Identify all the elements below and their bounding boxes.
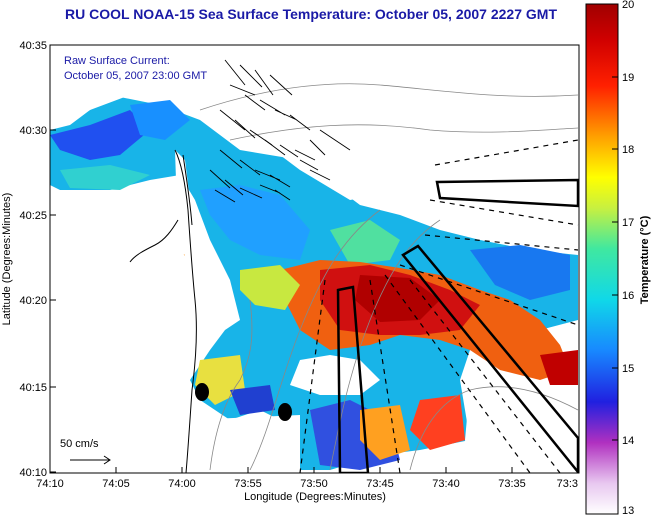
colorbar-tick-label: 15 bbox=[622, 363, 634, 375]
y-tick-label: 40:35 bbox=[19, 40, 47, 52]
colorbar-label: Temperature (°C) bbox=[639, 215, 651, 304]
x-tick-label: 73:50 bbox=[300, 478, 328, 490]
x-tick-label: 73:40 bbox=[432, 478, 460, 490]
y-tick-label: 40:15 bbox=[19, 382, 47, 394]
velocity-scale-arrow bbox=[70, 455, 111, 465]
coastline bbox=[129, 149, 197, 473]
bathymetry-contours bbox=[199, 83, 579, 471]
annotation-line-2: October 05, 2007 23:00 GMT bbox=[64, 70, 207, 82]
x-axis-label: Longitude (Degrees:Minutes) bbox=[244, 491, 386, 503]
x-tick-label: 73:55 bbox=[234, 478, 262, 490]
mooring-marker-west bbox=[195, 383, 209, 401]
colorbar-gradient bbox=[585, 3, 619, 515]
mooring-marker-east bbox=[278, 403, 292, 421]
colorbar-tick-label: 20 bbox=[622, 0, 634, 11]
map-title: RU COOL NOAA-15 Sea Surface Temperature:… bbox=[65, 6, 557, 22]
x-tick-label: 74:10 bbox=[36, 478, 64, 490]
transect-boxes bbox=[336, 178, 579, 473]
colorbar-tick-label: 16 bbox=[622, 290, 634, 302]
y-tick-label: 40:20 bbox=[19, 295, 47, 307]
velocity-scale-label: 50 cm/s bbox=[60, 438, 99, 450]
x-tick-label: 74:05 bbox=[102, 478, 130, 490]
y-tick-label: 40:30 bbox=[19, 125, 47, 137]
annotation-line-1: Raw Surface Current: bbox=[64, 55, 170, 67]
y-axis-label: Latitude (Degrees:Minutes) bbox=[1, 193, 13, 326]
land-and-gaps bbox=[50, 45, 578, 473]
colorbar-tick-label: 17 bbox=[622, 217, 634, 229]
sst-field bbox=[50, 45, 579, 473]
radar-coverage bbox=[299, 139, 579, 473]
x-tick-label: 74:00 bbox=[168, 478, 196, 490]
y-tick-label: 40:10 bbox=[19, 467, 47, 479]
x-tick-label: 73:35 bbox=[498, 478, 526, 490]
x-tick-label: 73:3 bbox=[557, 478, 578, 490]
colorbar-tick-label: 18 bbox=[622, 144, 634, 156]
colorbar-tick-label: 19 bbox=[622, 72, 634, 84]
colorbar-tick-label: 14 bbox=[622, 435, 634, 447]
current-vectors bbox=[209, 59, 351, 203]
x-tick-label: 73:45 bbox=[366, 478, 394, 490]
y-tick-label: 40:25 bbox=[19, 210, 47, 222]
y-axis: 40:35 40:30 40:25 40:20 40:15 40:10 Lati… bbox=[1, 40, 56, 479]
colorbar: 20 19 18 17 16 15 14 13 Temperature (°C) bbox=[585, 0, 651, 517]
x-axis: 74:10 74:05 74:00 73:55 73:50 73:45 73:4… bbox=[36, 467, 578, 503]
colorbar-tick-label: 13 bbox=[622, 505, 634, 517]
